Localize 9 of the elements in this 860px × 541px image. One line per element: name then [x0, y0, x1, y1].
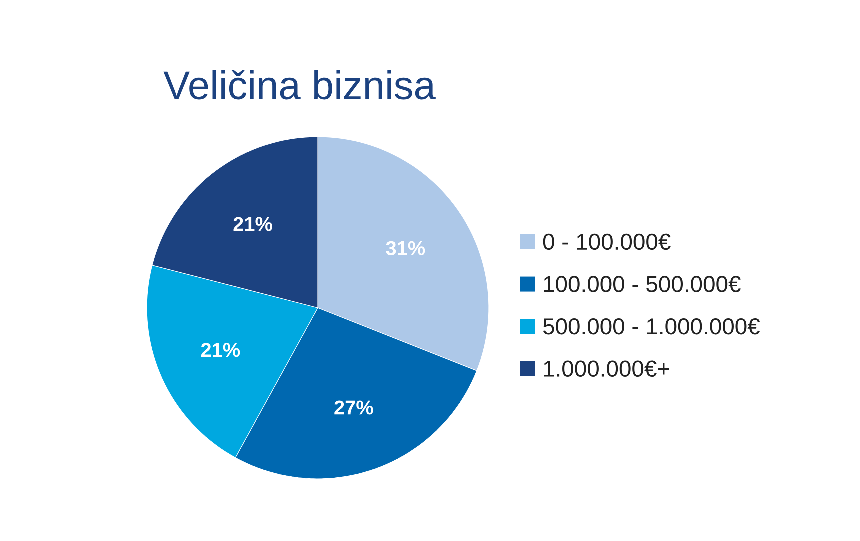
- data-label: 21%: [234, 217, 272, 232]
- data-label: 31%: [386, 241, 426, 256]
- data-label: 21%: [201, 343, 240, 358]
- chart-title: Veličina biznisa: [164, 70, 436, 100]
- legend-label: 1.000.000€+: [544, 360, 670, 378]
- legend-label: 500.000 - 1.000.000€: [543, 318, 760, 335]
- legend-label: 0 - 100.000€: [543, 234, 671, 250]
- legend-label: 100.000 - 500.000€: [544, 276, 741, 292]
- data-label: 27%: [334, 400, 374, 415]
